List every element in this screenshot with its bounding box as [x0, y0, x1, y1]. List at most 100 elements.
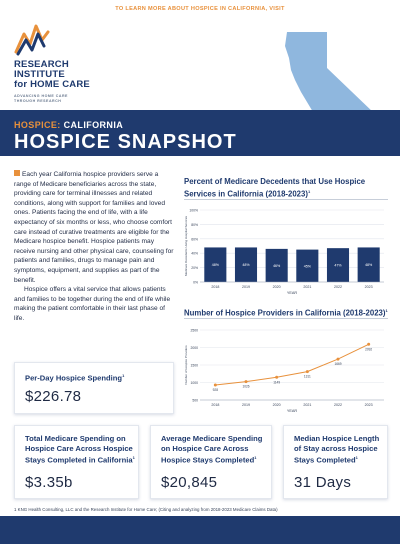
logo-wordmark: RESEARCH INSTITUTE for HOME CARE [14, 60, 90, 90]
chart-1-title-footnote-mark: 1 [307, 188, 311, 194]
intro-paragraph-1-text: Each year California hospice providers s… [14, 171, 174, 284]
decedents-bar-chart: 0% 20% 40% 60% 80% 100%Medicare Decedents Usi… [184, 209, 384, 295]
bar [204, 247, 227, 282]
x-axis-label: YEAR [287, 409, 298, 413]
x-tick-label: 2020 [273, 403, 281, 407]
y-axis-label: Number of Hospice Providers [184, 345, 188, 385]
total-spending-value: $3.35b [25, 474, 73, 491]
banner-kicker-state: CALIFORNIA [60, 120, 124, 130]
logo-line-2: INSTITUTE [14, 69, 65, 80]
data-point [305, 370, 309, 374]
intro-paragraph-1: Each year California hospice providers s… [14, 170, 176, 285]
y-tick-label: 60% [191, 237, 198, 241]
x-tick-label: 2018 [211, 285, 219, 289]
y-tick-label: 40% [191, 252, 198, 256]
median-stay-card: Median Hospice Length of Stay across Hos… [283, 425, 388, 499]
intro-paragraph-2: Hospice offers a vital service that allo… [14, 286, 171, 322]
point-value-label: 928 [213, 388, 219, 392]
total-spending-title: Total Medicare Spending on Hospice Care … [25, 434, 135, 465]
banner-kicker: HOSPICE: CALIFORNIA [14, 120, 123, 130]
y-tick-label: 0% [193, 281, 198, 285]
median-stay-title-text: Median Hospice Length of Stay across Hos… [294, 434, 380, 465]
average-spending-title-text: Average Medicare Spending on Hospice Car… [161, 434, 263, 465]
per-day-spending-title: Per-Day Hospice Spending1 [25, 371, 124, 383]
y-tick-label: 2000 [190, 346, 198, 350]
bar [296, 249, 319, 282]
source-footnote: 1 KNG Health Consulting, LLC and the Res… [14, 507, 278, 512]
point-value-label: 1311 [304, 375, 311, 379]
data-point [275, 375, 279, 379]
logo-mark-icon [14, 24, 50, 56]
y-tick-label: 1000 [190, 381, 198, 385]
chart-1-rule [184, 199, 388, 200]
point-value-label: 1149 [273, 380, 280, 384]
bar-value-label: 48% [365, 263, 373, 267]
data-point [367, 342, 371, 346]
x-axis-label: YEAR [287, 291, 298, 295]
point-value-label: 1026 [242, 385, 249, 389]
per-day-spending-card: Per-Day Hospice Spending1 $226.78 [14, 362, 174, 414]
average-spending-title: Average Medicare Spending on Hospice Car… [161, 434, 267, 465]
orange-square-icon [14, 170, 20, 176]
x-tick-label: 2020 [273, 285, 281, 289]
y-tick-label: 2500 [190, 329, 198, 333]
average-footnote-mark: 1 [254, 455, 257, 460]
chart-2-title-footnote-mark: 1 [385, 308, 388, 313]
median-stay-title: Median Hospice Length of Stay across Hos… [294, 434, 384, 465]
chart-2-title-text: Number of Hospice Providers in Californi… [184, 308, 386, 318]
y-axis-label: Medicare Decedents Using Hospital Servic… [184, 215, 188, 276]
bar-value-label: 48% [242, 263, 250, 267]
y-tick-label: 80% [191, 223, 198, 227]
median-footnote-mark: 1 [355, 455, 358, 460]
data-point [244, 380, 248, 384]
total-footnote-mark: 1 [132, 455, 135, 460]
point-value-label: 1669 [334, 362, 341, 366]
y-tick-label: 100% [189, 209, 198, 213]
banner-kicker-accent: HOSPICE: [14, 120, 61, 130]
x-tick-label: 2021 [303, 403, 311, 407]
point-value-label: 2092 [365, 347, 372, 351]
x-tick-label: 2023 [365, 403, 373, 407]
page-title: HOSPICE SNAPSHOT [14, 131, 237, 153]
logo-line-3: for HOME CARE [14, 79, 90, 90]
average-spending-value: $20,845 [161, 474, 218, 491]
y-tick-label: 1500 [190, 364, 198, 368]
chart-1-title: Percent of Medicare Decedents that Use H… [184, 177, 388, 199]
x-tick-label: 2023 [365, 285, 373, 289]
data-point [336, 357, 340, 361]
total-spending-title-text: Total Medicare Spending on Hospice Care … [25, 434, 133, 465]
x-tick-label: 2022 [334, 403, 342, 407]
bar-value-label: 48% [212, 263, 220, 267]
footer-link[interactable]: researchinstituteforhomecare.org/hospice… [118, 15, 282, 21]
footer-banner [0, 516, 400, 544]
bar [326, 248, 350, 282]
per-day-spending-value: $226.78 [25, 388, 82, 405]
data-point [213, 383, 217, 387]
chart-2-title: Number of Hospice Providers in Californi… [184, 306, 388, 318]
median-stay-value: 31 Days [294, 474, 352, 491]
total-spending-card: Total Medicare Spending on Hospice Care … [14, 425, 139, 499]
logo-tagline: ADVANCING HOME CARE THROUGH RESEARCH [14, 94, 68, 103]
x-tick-label: 2019 [242, 403, 250, 407]
per-day-footnote-mark: 1 [122, 373, 125, 378]
x-tick-label: 2018 [211, 403, 219, 407]
bar [357, 247, 380, 282]
title-banner [0, 110, 400, 156]
per-day-spending-title-text: Per-Day Hospice Spending [25, 373, 123, 383]
logo-line-1: RESEARCH [14, 59, 69, 70]
bar-value-label: 46% [273, 264, 281, 268]
bar [234, 247, 258, 282]
bar-value-label: 45% [304, 264, 312, 268]
y-tick-label: 20% [191, 266, 198, 270]
providers-line-chart: 500 1000 1500 2000 2500 Number of Hospice Pro… [184, 329, 384, 413]
intro-text: Each year California hospice providers s… [14, 170, 176, 324]
series-line [215, 343, 369, 386]
x-tick-label: 2022 [334, 285, 342, 289]
chart-1-title-text: Percent of Medicare Decedents that Use H… [184, 177, 366, 199]
footer-cta: TO LEARN MORE ABOUT HOSPICE IN CALIFORNI… [115, 6, 285, 12]
bar-value-label: 47% [334, 264, 342, 268]
average-spending-card: Average Medicare Spending on Hospice Car… [150, 425, 272, 499]
y-tick-label: 500 [192, 399, 198, 403]
chart-2-rule [184, 318, 388, 319]
x-tick-label: 2019 [242, 285, 250, 289]
